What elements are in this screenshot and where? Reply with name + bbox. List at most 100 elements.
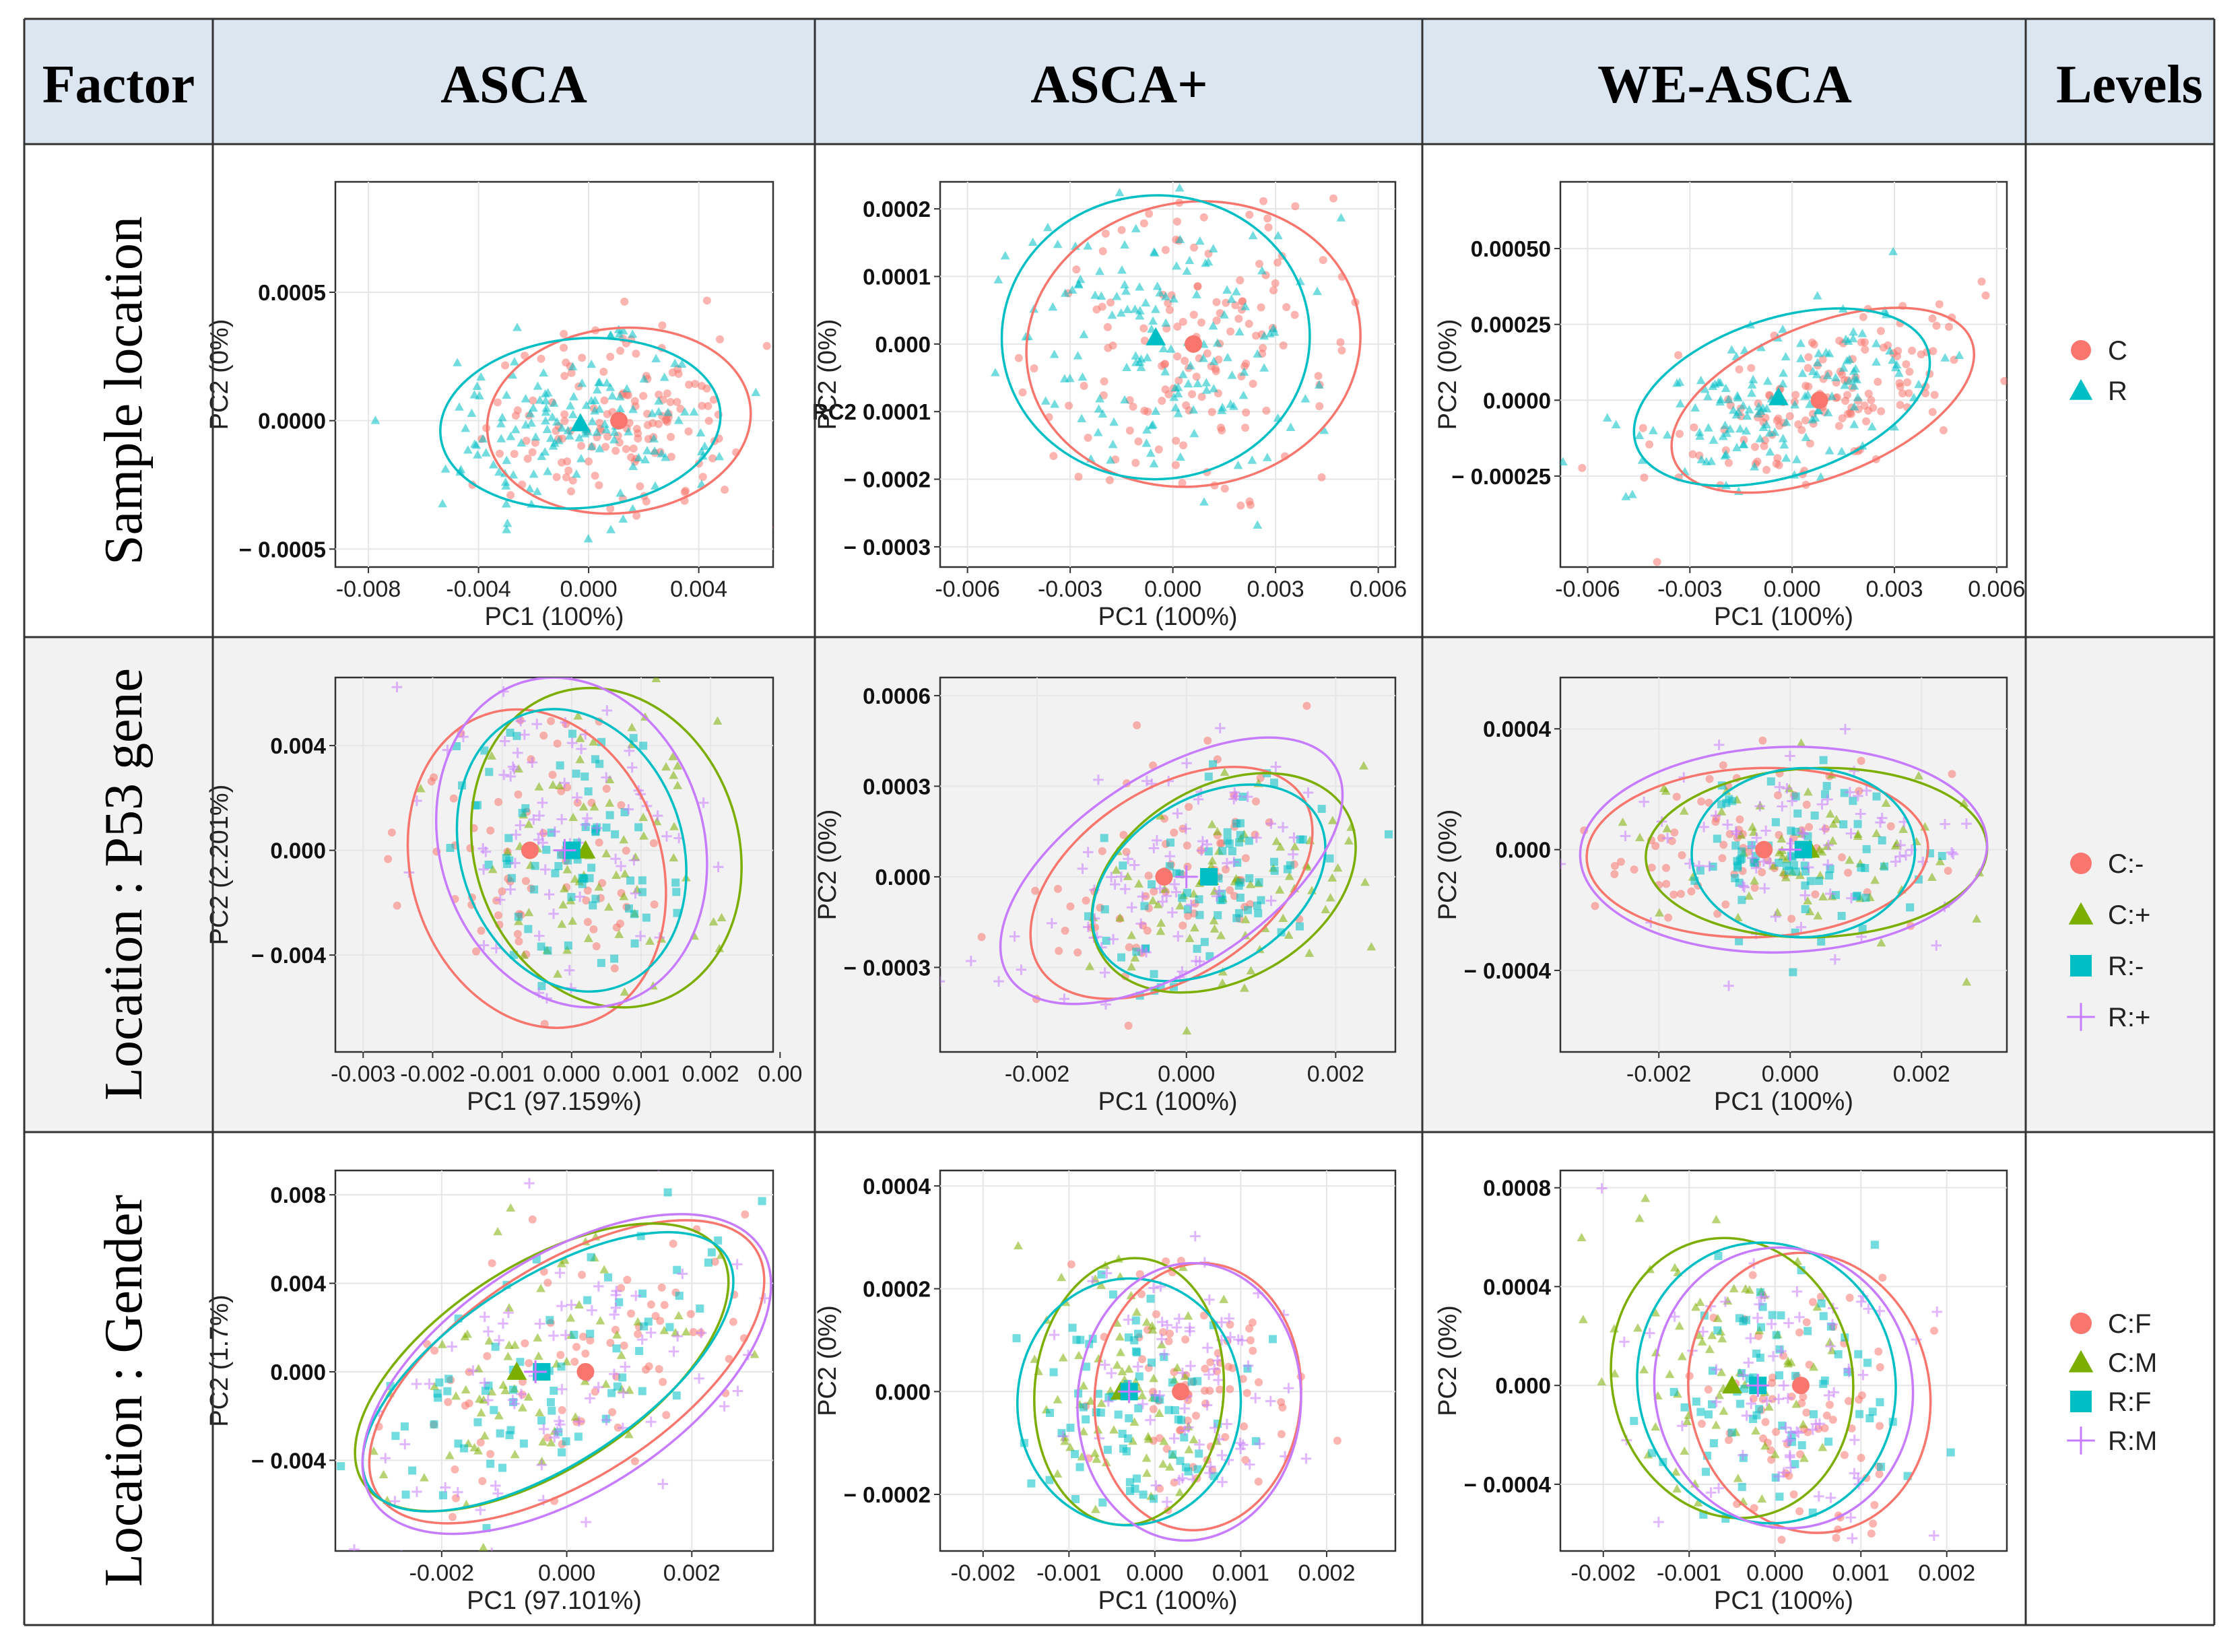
data-point <box>550 826 560 837</box>
data-point <box>528 814 539 825</box>
data-point <box>1212 317 1221 325</box>
data-point <box>1794 1312 1805 1323</box>
data-point <box>549 398 559 407</box>
data-point <box>1877 1463 1886 1472</box>
data-point <box>651 678 661 683</box>
data-point <box>610 964 619 972</box>
x-tick-label: 0.00 <box>758 1061 802 1087</box>
data-point <box>1131 1347 1140 1356</box>
data-point <box>1896 401 1905 409</box>
data-point <box>1800 391 1810 400</box>
data-point <box>585 457 593 466</box>
data-point <box>1791 1426 1802 1437</box>
data-point <box>1158 1459 1168 1468</box>
data-point <box>534 782 544 791</box>
data-point <box>1123 304 1133 313</box>
data-point <box>1327 873 1337 882</box>
data-point <box>1086 1396 1096 1405</box>
data-point <box>1082 847 1094 858</box>
data-point <box>1634 430 1645 440</box>
data-point <box>1218 426 1226 435</box>
data-point <box>1928 407 1937 416</box>
data-point <box>608 1408 617 1416</box>
data-point <box>669 853 679 862</box>
data-point <box>496 1429 504 1438</box>
data-point <box>1845 787 1855 798</box>
data-point <box>453 742 461 751</box>
data-point <box>663 389 671 398</box>
data-point <box>1130 953 1140 962</box>
data-point <box>1175 234 1185 243</box>
x-axis-title: PC1 (100%) <box>1098 1088 1238 1116</box>
data-point <box>1781 352 1791 361</box>
data-point <box>1702 1467 1711 1476</box>
data-point <box>1165 862 1174 871</box>
data-point <box>1135 282 1145 291</box>
data-point <box>583 1296 592 1304</box>
centroid-marker <box>1117 1380 1141 1403</box>
data-point <box>572 769 581 778</box>
header-levels: Levels <box>2056 55 2203 114</box>
data-point <box>1242 408 1251 417</box>
data-point <box>615 1298 624 1307</box>
data-point <box>1641 1193 1651 1202</box>
data-point <box>669 822 679 830</box>
plot-panel <box>334 1169 774 1552</box>
data-point <box>1060 288 1070 297</box>
data-point <box>1273 258 1282 267</box>
y-tick-label: 0.004 <box>270 733 326 758</box>
data-point <box>1149 459 1159 467</box>
data-point <box>1200 1386 1209 1395</box>
data-point <box>515 820 526 831</box>
data-point <box>1200 937 1209 946</box>
data-point <box>1208 244 1218 253</box>
data-point <box>485 768 494 777</box>
data-point <box>369 1446 378 1455</box>
data-point <box>1785 1450 1795 1461</box>
data-point <box>1195 895 1203 904</box>
data-point <box>639 391 648 400</box>
data-point <box>1257 303 1265 312</box>
data-point <box>663 418 671 426</box>
data-point <box>1199 497 1209 506</box>
data-point <box>580 819 591 830</box>
y-tick-label: 0.0004 <box>1483 1274 1552 1299</box>
data-point <box>578 802 589 811</box>
data-point <box>1928 315 1937 323</box>
data-point <box>1773 1393 1784 1405</box>
data-point <box>1226 1320 1234 1329</box>
data-point <box>494 1411 504 1420</box>
data-point <box>1155 1434 1164 1443</box>
data-point <box>494 911 502 920</box>
data-point <box>1687 887 1696 896</box>
data-point <box>1723 395 1733 403</box>
x-tick-label: -0.001 <box>469 1061 534 1087</box>
data-point <box>1737 855 1746 863</box>
data-point <box>657 1478 669 1490</box>
data-point <box>1245 319 1253 328</box>
data-point <box>556 1300 567 1312</box>
data-point <box>502 847 512 856</box>
data-point <box>1270 867 1279 875</box>
data-point <box>618 514 628 523</box>
centroid-marker <box>1746 1374 1770 1397</box>
factor-label-p53: Location : P53 gene <box>94 668 154 1100</box>
confidence-ellipse <box>1090 772 1357 994</box>
data-point <box>476 1438 485 1447</box>
data-point <box>1009 931 1020 942</box>
data-point <box>1149 247 1159 256</box>
data-point <box>562 473 570 482</box>
data-point <box>1840 381 1850 389</box>
data-point <box>1344 836 1354 845</box>
data-point <box>514 917 524 925</box>
data-point <box>1146 448 1156 457</box>
data-point <box>1227 370 1237 379</box>
data-point <box>1099 391 1108 399</box>
data-point <box>1269 779 1278 787</box>
data-point <box>1653 558 1661 566</box>
data-point <box>1876 1398 1884 1407</box>
data-point <box>1742 411 1752 420</box>
data-point <box>1219 310 1229 319</box>
data-point <box>1095 266 1104 275</box>
data-point <box>602 378 612 387</box>
